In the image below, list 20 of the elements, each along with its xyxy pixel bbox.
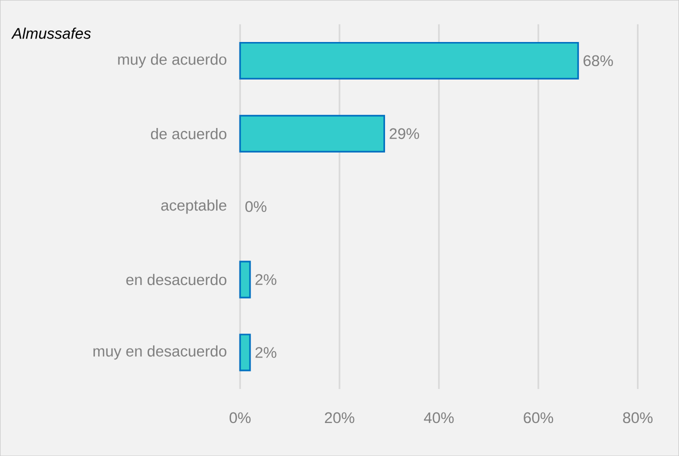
- data-label: 2%: [256, 274, 276, 285]
- y-tick-label: aceptable: [161, 199, 226, 214]
- bar: [239, 114, 386, 152]
- data-label: 2%: [256, 347, 276, 358]
- y-tick-label: muy de acuerdo: [118, 54, 226, 68]
- x-tick-label: 0%: [230, 412, 251, 424]
- data-label: 68%: [584, 55, 613, 66]
- bar: [239, 334, 251, 372]
- data-label: 29%: [390, 128, 420, 140]
- text: Almussafes: [11, 28, 91, 39]
- x-tick-label: 40%: [424, 412, 454, 424]
- x-tick-label: 80%: [623, 412, 653, 424]
- x-tick-label: 20%: [324, 412, 354, 424]
- x-tick-label: 60%: [524, 412, 554, 424]
- y-tick-label: de acuerdo: [151, 128, 226, 140]
- bar: [239, 42, 579, 80]
- y-tick-label: muy en desacuerdo: [93, 345, 226, 360]
- data-label: 0%: [245, 201, 266, 212]
- bar: [239, 260, 251, 298]
- y-tick-label: en desacuerdo: [126, 274, 226, 286]
